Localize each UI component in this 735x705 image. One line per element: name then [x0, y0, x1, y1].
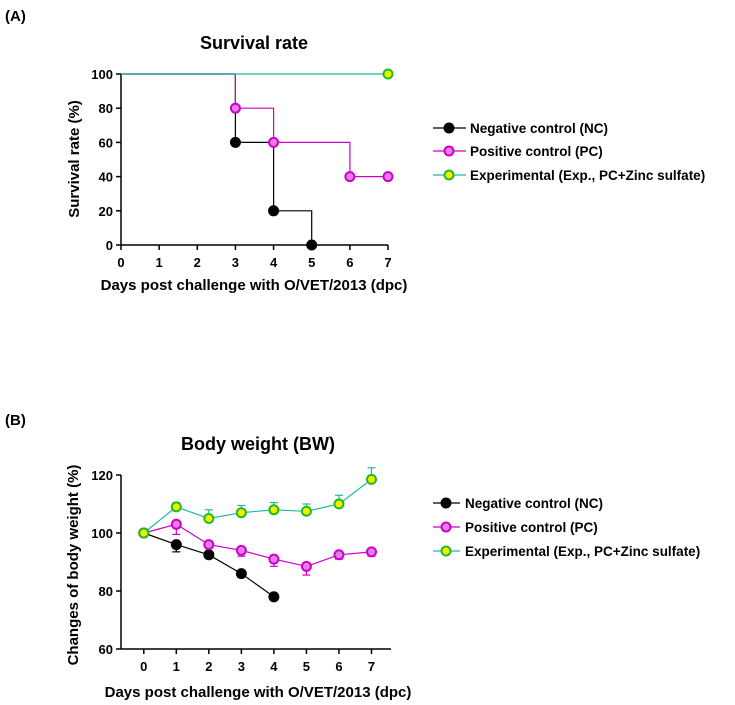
panel-a-series-0-point [229, 136, 241, 148]
panel-b-series-2-point [333, 498, 345, 510]
panel-a-x-tick-label: 0 [117, 255, 124, 270]
panel-b-x-tick-label: 5 [303, 659, 310, 674]
panel-b-series-2-point [170, 501, 182, 513]
panel-a-x-tick-label: 6 [346, 255, 353, 270]
panel-b-x-axis-label: Days post challenge with O/VET/2013 (dpc… [105, 684, 412, 701]
panel-a-series-1-point [229, 102, 241, 114]
panel-a-x-axis-label: Days post challenge with O/VET/2013 (dpc… [101, 277, 408, 294]
panel-b-series-2-point [268, 504, 280, 516]
panel-a-series-1-point [382, 171, 394, 183]
panel-b-series-1-point [268, 553, 280, 565]
panel-b-x-tick-label: 0 [140, 659, 147, 674]
panel-a-legend-label-1: Positive control (PC) [470, 144, 603, 159]
panel-a-series-0-point [306, 239, 318, 251]
panel-b-series-2-point [235, 507, 247, 519]
panel-a-title: Survival rate [200, 33, 308, 53]
panel-b-x-tick-label: 3 [238, 659, 245, 674]
panel-b-label: (B) [5, 412, 26, 429]
panel-b-y-tick-label: 80 [99, 584, 113, 599]
panel-b-legend-marker-2 [440, 545, 452, 557]
panel-a-label: (A) [5, 8, 26, 25]
panel-a-y-tick-label: 100 [91, 67, 113, 82]
panel-b-series-1-point [300, 560, 312, 572]
panel-a-series [121, 68, 394, 251]
panel-b-series-2-point [365, 473, 377, 485]
panel-b-series-0-point [203, 549, 215, 561]
panel-b-axes: 0 1 2 3 4 5 6 7 60 80 100 120 [91, 468, 391, 674]
panel-b-legend-label-0: Negative control (NC) [465, 496, 603, 511]
panel-b-x-tick-label: 2 [205, 659, 212, 674]
panel-b-legend-marker-1 [440, 521, 452, 533]
panel-b-x-tick-label: 6 [335, 659, 342, 674]
panel-b-series [138, 467, 377, 603]
panel-b-series-2-point [300, 505, 312, 517]
panel-a-x-tick-label: 4 [270, 255, 278, 270]
panel-b-series-1-point [365, 546, 377, 558]
panel-a-x-tick-label: 1 [156, 255, 163, 270]
panel-a-x-tick-label: 3 [232, 255, 239, 270]
panel-b-legend-label-2: Experimental (Exp., PC+Zinc sulfate) [465, 544, 700, 559]
panel-b-series-1-point [203, 539, 215, 551]
panel-b-series-2-point [203, 513, 215, 524]
panel-b-legend: Negative control (NC) Positive control (P… [433, 496, 700, 559]
panel-b-y-tick-label: 60 [99, 642, 113, 657]
panel-b-series-0-point [235, 568, 247, 580]
panel-b-series-1-point [170, 518, 182, 530]
panel-b: (B) Body weight (BW) Days post challenge… [5, 412, 700, 701]
panel-b-series-0-point [268, 591, 280, 603]
panel-a-legend: Negative control (NC) Positive control (P… [433, 121, 705, 183]
panel-b-x-tick-label: 4 [270, 659, 278, 674]
panel-b-series-1-point [333, 549, 345, 561]
panel-a-y-tick-label: 20 [99, 204, 113, 219]
panel-b-title: Body weight (BW) [181, 434, 335, 454]
panel-a-series-1-point [268, 136, 280, 148]
panel-a-y-tick-label: 0 [106, 238, 113, 253]
panel-b-x-tick-label: 7 [368, 659, 375, 674]
panel-a-y-tick-label: 40 [99, 170, 113, 185]
panel-a: (A) Survival rate Days post challenge wi… [5, 8, 705, 294]
panel-a-axes: 0 1 2 3 4 5 6 7 0 20 40 60 80 100 [91, 67, 391, 270]
panel-a-series-line-1 [121, 73, 388, 178]
panel-b-legend-marker-0 [440, 497, 452, 509]
panel-b-y-tick-label: 100 [91, 526, 113, 541]
panel-b-series-line-1 [143, 523, 372, 568]
panel-a-legend-label-2: Experimental (Exp., PC+Zinc sulfate) [470, 168, 705, 183]
panel-a-legend-marker-2 [443, 169, 455, 181]
panel-a-y-tick-label: 80 [99, 101, 113, 116]
panel-a-series-0-point [268, 205, 280, 217]
panel-a-legend-marker-0 [443, 122, 455, 134]
panel-a-x-tick-label: 7 [384, 255, 391, 270]
panel-a-legend-marker-1 [443, 145, 455, 157]
panel-b-series-2-point [138, 527, 150, 539]
panel-a-series-1-point [344, 171, 356, 183]
panel-a-series-line-0 [121, 73, 313, 245]
panel-a-series-2-point [382, 68, 394, 80]
panel-a-y-axis-label: Survival rate (%) [66, 100, 83, 218]
panel-b-y-axis-label: Changes of body weight (%) [65, 465, 82, 666]
panel-b-series-line-2 [143, 478, 372, 534]
panel-a-y-tick-label: 60 [99, 135, 113, 150]
panel-a-x-tick-label: 5 [308, 255, 315, 270]
panel-b-x-tick-label: 1 [173, 659, 180, 674]
panel-b-legend-label-1: Positive control (PC) [465, 520, 598, 535]
panel-b-series-1-point [235, 544, 247, 556]
panel-b-series-0-point [170, 539, 182, 551]
panel-b-y-tick-label: 120 [91, 468, 113, 483]
panel-a-legend-label-0: Negative control (NC) [470, 121, 608, 136]
panel-a-x-tick-label: 2 [194, 255, 201, 270]
